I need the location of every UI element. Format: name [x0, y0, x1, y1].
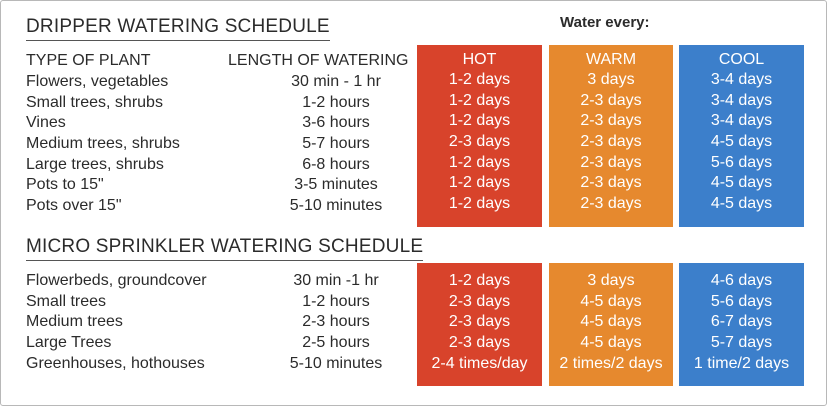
watering-length: 2-3 hours	[302, 313, 370, 331]
warm-frequency: 4-5 days	[580, 334, 642, 352]
watering-length: 5-10 minutes	[289, 197, 383, 215]
plant-type: Pots over 15"	[26, 197, 122, 215]
hot-header: HOT	[462, 51, 497, 68]
cool-frequency: 3-4 days	[710, 112, 773, 130]
hot-frequency: 2-3 days	[448, 133, 511, 151]
cool-header: COOL	[718, 51, 765, 68]
plant-type: Small trees, shrubs	[26, 93, 163, 111]
water-every-label: Water every:	[560, 14, 650, 31]
plant-type: Greenhouses, hothouses	[26, 354, 205, 372]
hot-frequency: 1-2 days	[448, 153, 511, 171]
warm-frequency: 2-3 days	[580, 174, 642, 192]
warm-header: WARM	[585, 51, 637, 68]
watering-length: 2-5 hours	[302, 334, 370, 352]
hot-frequency: 2-4 times/day	[431, 354, 528, 372]
warm-frequency: 2-3 days	[580, 112, 642, 130]
warm-frequency: 2-3 days	[580, 153, 642, 171]
length-of-watering-header: LENGTH OF WATERING	[228, 52, 409, 69]
warm-frequency: 3 days	[587, 272, 635, 289]
sprinkler-warm-column: 3 days 4-5 days 4-5 days 4-5 days 2 times/2 …	[549, 263, 673, 386]
cool-frequency: 1 time/2 days	[693, 354, 790, 372]
plant-type: Small trees	[26, 292, 107, 310]
plant-type: Pots to 15"	[26, 176, 104, 194]
watering-length: 3-5 minutes	[294, 176, 378, 194]
hot-frequency: 2-3 days	[448, 292, 511, 310]
cool-frequency: 5-6 days	[710, 153, 773, 171]
hot-frequency: 1-2 days	[448, 112, 511, 130]
plant-type: Medium trees	[26, 313, 123, 331]
dripper-section-title: DRIPPER WATERING SCHEDULE	[26, 16, 330, 41]
hot-frequency: 1-2 days	[448, 91, 511, 109]
cool-frequency: 4-5 days	[710, 174, 773, 192]
sprinkler-section-title: MICRO SPRINKLER WATERING SCHEDULE	[26, 236, 424, 261]
watering-length: 30 min -1 hr	[293, 272, 379, 289]
plant-type: Vines	[26, 114, 66, 132]
sprinkler-cool-column: 4-6 days 5-6 days 6-7 days 5-7 days 1 time/2…	[679, 263, 804, 386]
watering-length: 5-10 minutes	[289, 354, 383, 372]
type-of-plant-header: TYPE OF PLANT	[26, 52, 151, 69]
watering-length: 30 min - 1 hr	[291, 73, 381, 90]
plant-type: Medium trees, shrubs	[26, 135, 180, 153]
plant-type: Flowers, vegetables	[26, 73, 169, 90]
cool-frequency: 4-5 days	[710, 195, 773, 213]
hot-frequency: 2-3 days	[448, 313, 511, 331]
dripper-hot-column: HOT 1-2 days 1-2 days 1-2 days 2-3 days 1-2 …	[417, 45, 542, 227]
watering-length: 5-7 hours	[302, 135, 370, 153]
warm-frequency: 4-5 days	[580, 292, 642, 310]
watering-length: 1-2 hours	[302, 292, 370, 310]
hot-frequency: 1-2 days	[448, 174, 511, 192]
cool-frequency: 3-4 days	[710, 71, 773, 88]
plant-type: Large trees, shrubs	[26, 155, 164, 173]
cool-frequency: 4-5 days	[710, 133, 773, 151]
plant-type: Flowerbeds, groundcover	[26, 272, 207, 289]
plant-type: Large Trees	[26, 334, 112, 352]
warm-frequency: 2-3 days	[580, 91, 642, 109]
hot-frequency: 2-3 days	[448, 334, 511, 352]
warm-frequency: 2-3 days	[580, 195, 642, 213]
warm-frequency: 2-3 days	[580, 133, 642, 151]
watering-length: 3-6 hours	[302, 114, 370, 132]
cool-frequency: 6-7 days	[710, 313, 773, 331]
warm-frequency: 4-5 days	[580, 313, 642, 331]
dripper-cool-column: COOL 3-4 days 3-4 days 3-4 days 4-5 days 5-6…	[679, 45, 804, 227]
hot-frequency: 1-2 days	[448, 71, 511, 88]
cool-frequency: 5-7 days	[710, 334, 773, 352]
warm-frequency: 3 days	[587, 71, 635, 88]
warm-frequency: 2 times/2 days	[559, 354, 663, 372]
dripper-warm-column: WARM 3 days 2-3 days 2-3 days 2-3 days 2-3 d…	[549, 45, 673, 227]
sprinkler-hot-column: 1-2 days 2-3 days 2-3 days 2-3 days 2-4 time…	[417, 263, 542, 386]
watering-length: 6-8 hours	[302, 155, 370, 173]
hot-frequency: 1-2 days	[448, 195, 511, 213]
cool-frequency: 5-6 days	[710, 292, 773, 310]
cool-frequency: 4-6 days	[710, 272, 773, 289]
watering-length: 1-2 hours	[302, 93, 370, 111]
hot-frequency: 1-2 days	[448, 272, 511, 289]
cool-frequency: 3-4 days	[710, 91, 773, 109]
